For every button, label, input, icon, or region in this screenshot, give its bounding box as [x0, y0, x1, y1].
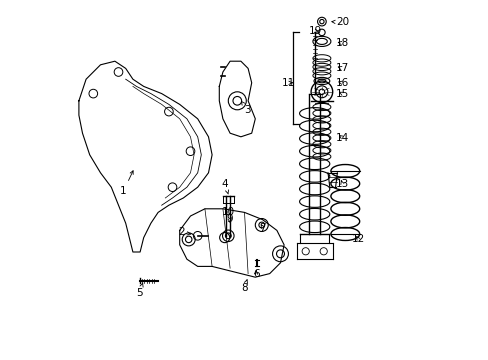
Text: 10: 10: [222, 207, 235, 217]
Text: 4: 4: [221, 179, 228, 194]
Text: 7: 7: [259, 222, 265, 233]
Text: 14: 14: [335, 132, 348, 143]
Polygon shape: [79, 61, 212, 252]
Text: 6: 6: [252, 269, 259, 279]
Text: 12: 12: [351, 234, 365, 244]
Text: 8: 8: [240, 280, 247, 293]
Text: 2: 2: [178, 227, 190, 237]
Text: 19: 19: [309, 26, 322, 36]
Polygon shape: [219, 61, 255, 137]
Text: 5: 5: [136, 283, 143, 298]
Text: 3: 3: [241, 102, 250, 115]
Polygon shape: [179, 209, 284, 277]
Text: 16: 16: [335, 78, 348, 88]
Text: 1: 1: [120, 171, 133, 196]
Text: 11: 11: [282, 78, 295, 88]
Text: 9: 9: [226, 214, 232, 224]
Text: 20: 20: [331, 17, 348, 27]
Text: 15: 15: [335, 89, 348, 99]
Text: 17: 17: [335, 63, 348, 73]
Text: 18: 18: [335, 38, 348, 48]
Text: 13: 13: [335, 179, 348, 189]
